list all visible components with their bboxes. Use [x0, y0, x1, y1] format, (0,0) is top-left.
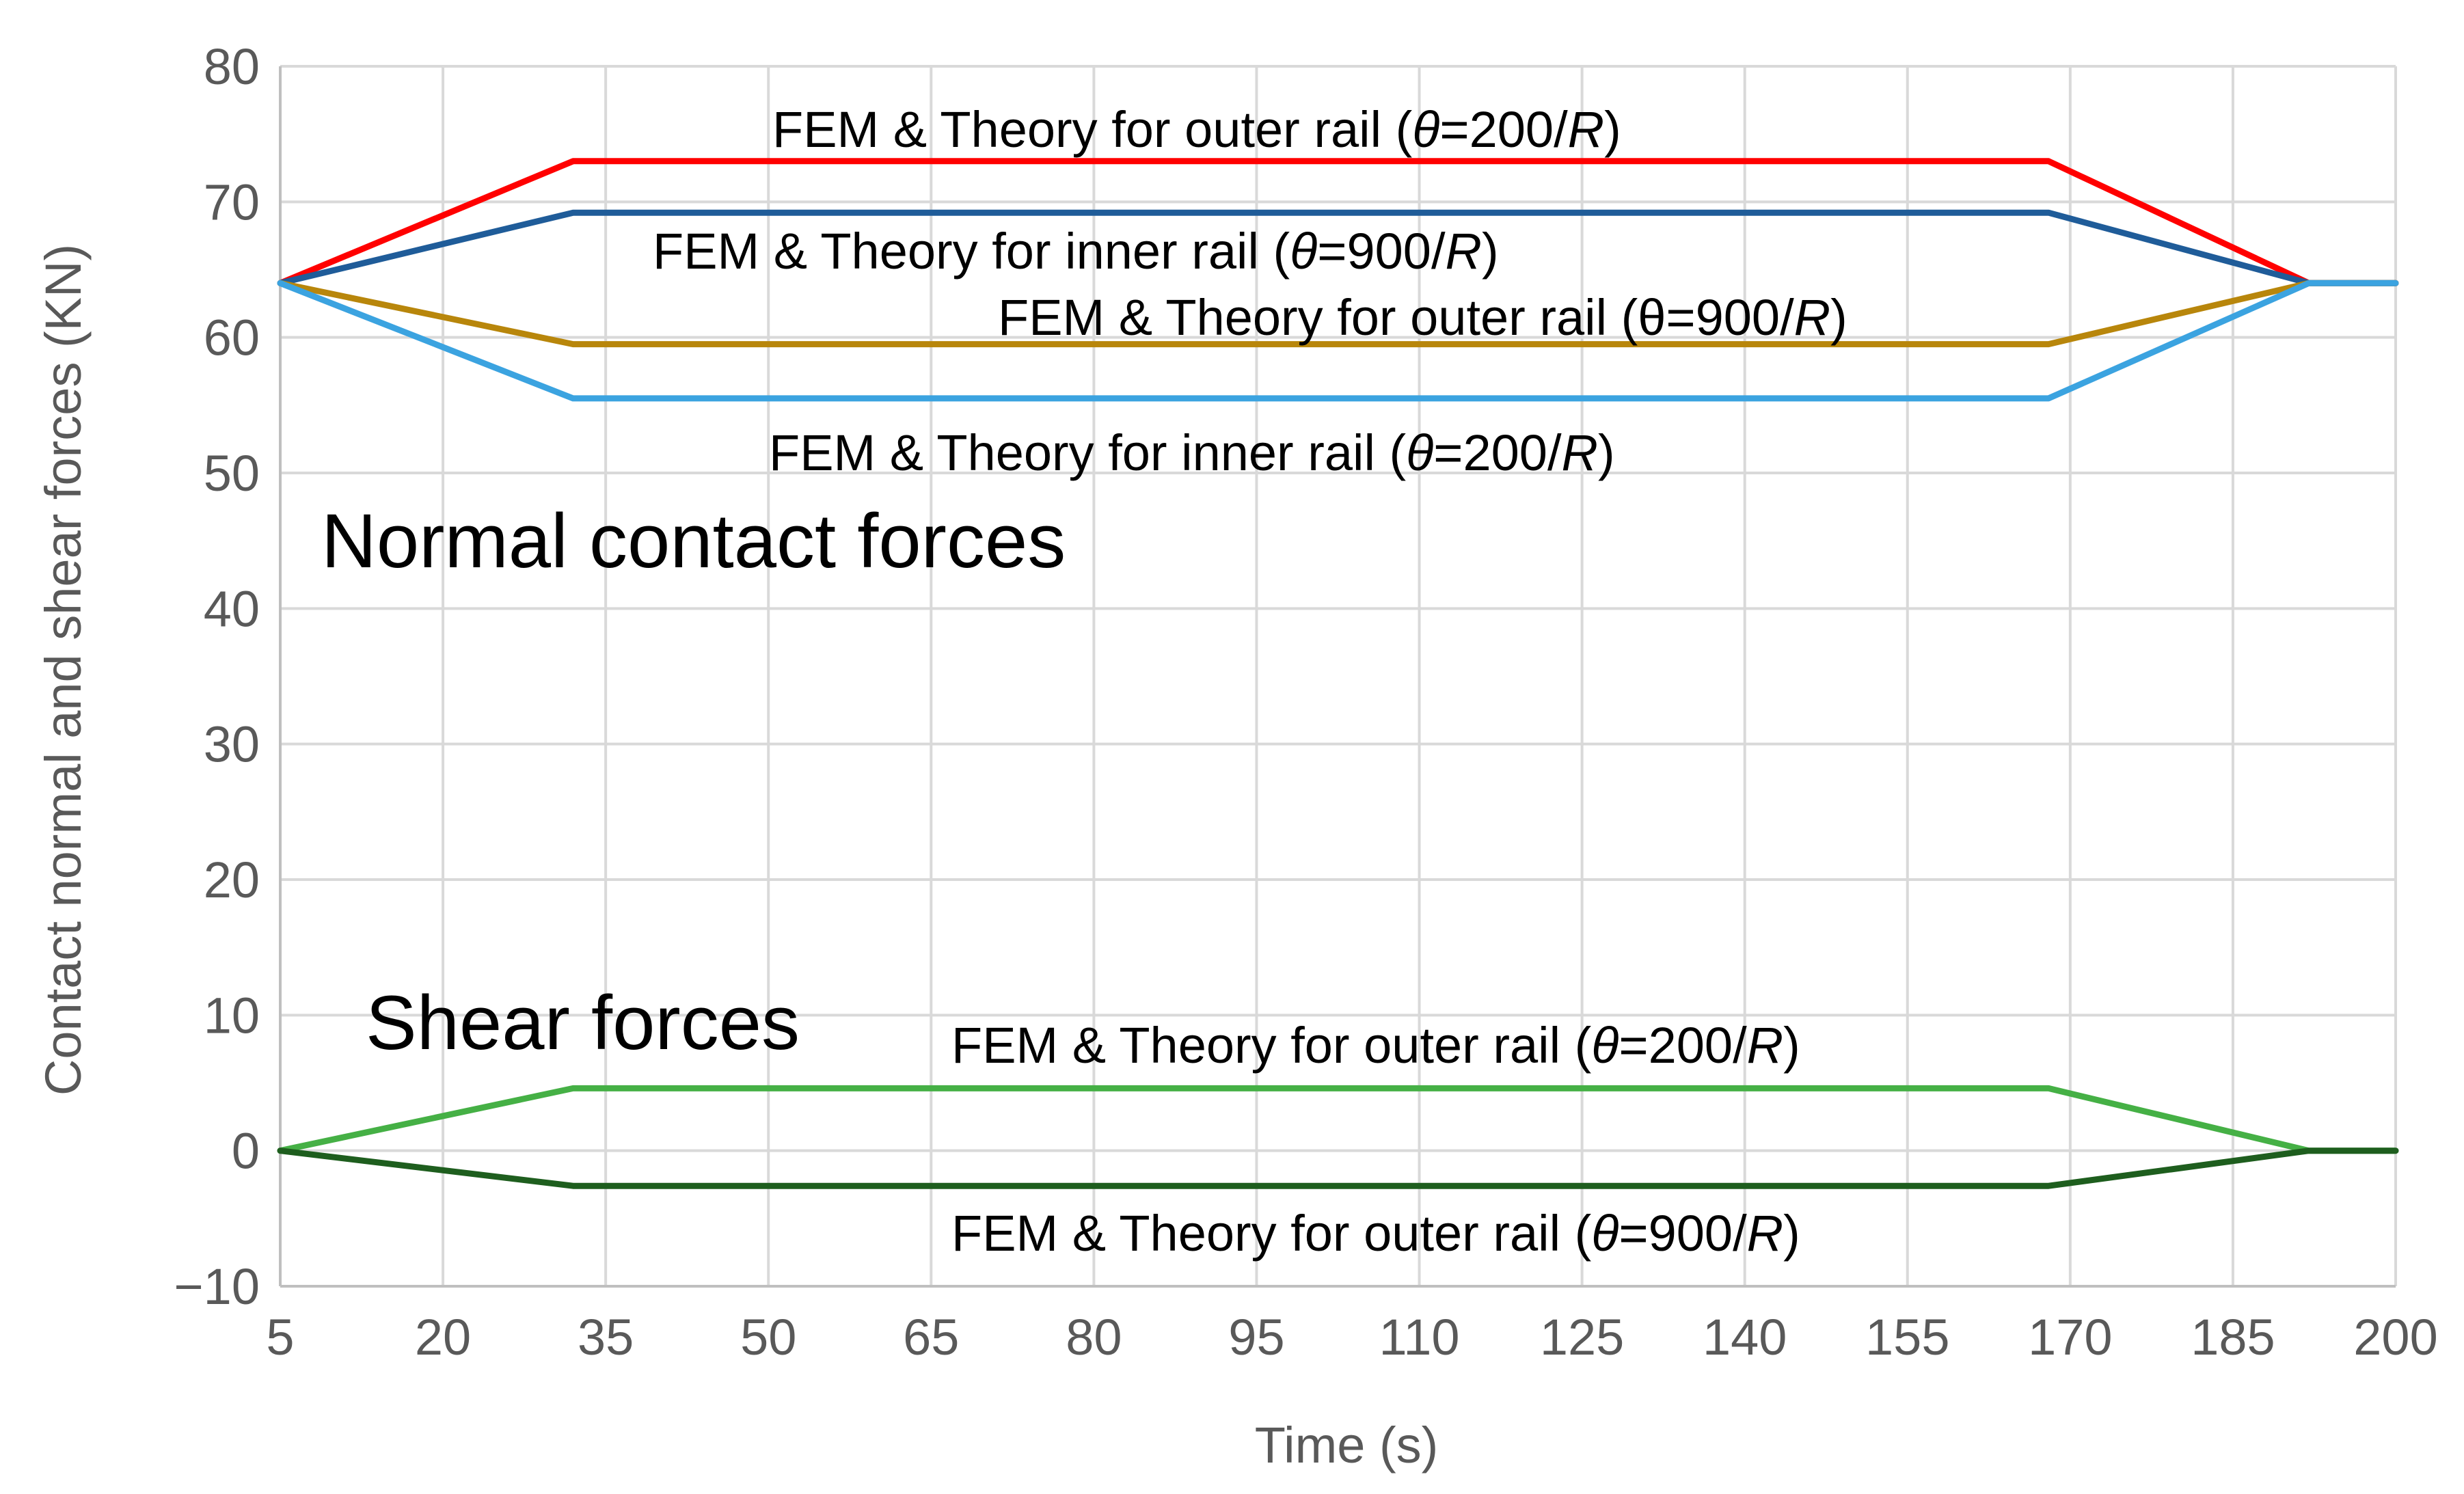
annotation-value: =900/ — [1666, 289, 1794, 346]
series-lines — [277, 158, 2399, 1189]
x-tick-label: 20 — [415, 1309, 471, 1366]
annotation-value: =900/ — [1619, 1205, 1747, 1262]
annotation-value: =900/ — [1317, 223, 1446, 280]
annotation-theta: θ — [1406, 424, 1433, 481]
x-tick-label: 140 — [1703, 1309, 1787, 1366]
annotation-value: =200/ — [1619, 1017, 1747, 1074]
annotation-prefix: FEM & Theory for outer rail ( — [772, 101, 1413, 158]
annotation-r: R — [1747, 1205, 1783, 1262]
annotation-theta: θ — [1412, 101, 1439, 158]
group-label-shear: Shear forces — [366, 980, 800, 1065]
annotation-theta: θ — [1638, 289, 1666, 346]
annotation-prefix: FEM & Theory for outer rail ( — [951, 1205, 1592, 1262]
x-tick-label: 50 — [740, 1309, 796, 1366]
annotation-theta: θ — [1591, 1017, 1619, 1074]
x-tick-label: 185 — [2191, 1309, 2275, 1366]
tick-labels: −10 0 10 20 30 40 50 60 70 80 5 20 35 50 65 80 95 110 125 1… — [174, 38, 2437, 1366]
x-tick-label: 35 — [578, 1309, 634, 1366]
series-line — [277, 1147, 2399, 1189]
annotation-theta: θ — [1290, 223, 1317, 280]
annotation-shear-outer-rail-900: FEM & Theory for outer rail (θ=900/R) — [951, 1205, 1800, 1262]
y-tick-label: 30 — [204, 716, 260, 773]
x-tick-label: 200 — [2353, 1309, 2437, 1366]
annotation-outer-rail-900: FEM & Theory for outer rail (θ=900/R) — [998, 289, 1847, 346]
annotation-prefix: FEM & Theory for inner rail ( — [769, 424, 1406, 481]
annotation-suffix: ) — [1830, 289, 1847, 346]
annotation-r: R — [1747, 1017, 1783, 1074]
x-tick-label: 80 — [1066, 1309, 1122, 1366]
annotation-suffix: ) — [1783, 1205, 1800, 1262]
y-tick-label: 60 — [204, 310, 260, 366]
y-tick-label: −10 — [174, 1258, 260, 1315]
annotation-outer-rail-200: FEM & Theory for outer rail (θ=200/R) — [772, 101, 1621, 158]
annotation-suffix: ) — [1604, 101, 1621, 158]
x-tick-label: 170 — [2028, 1309, 2112, 1366]
x-tick-label: 95 — [1228, 1309, 1284, 1366]
annotation-r: R — [1794, 289, 1830, 346]
y-tick-label: 50 — [204, 445, 260, 502]
axes — [279, 66, 2396, 1288]
y-tick-label: 70 — [204, 174, 260, 230]
y-tick-label: 40 — [204, 580, 260, 637]
annotation-value: =200/ — [1439, 101, 1568, 158]
annotation-suffix: ) — [1482, 223, 1499, 280]
annotation-value: =200/ — [1433, 424, 1562, 481]
annotation-inner-rail-900: FEM & Theory for inner rail (θ=900/R) — [653, 223, 1499, 280]
group-label-normal: Normal contact forces — [321, 498, 1066, 584]
annotation-r: R — [1562, 424, 1598, 481]
annotation-inner-rail-200: FEM & Theory for inner rail (θ=200/R) — [769, 424, 1615, 481]
y-tick-label: 10 — [204, 987, 260, 1044]
annotation-prefix: FEM & Theory for outer rail ( — [998, 289, 1638, 346]
series-line — [277, 1085, 2399, 1154]
annotation-prefix: FEM & Theory for inner rail ( — [653, 223, 1290, 280]
y-tick-label: 20 — [204, 852, 260, 908]
x-tick-label: 65 — [903, 1309, 959, 1366]
x-axis-title: Time (s) — [1255, 1417, 1439, 1473]
x-tick-label: 5 — [266, 1309, 294, 1366]
y-tick-label: 0 — [232, 1123, 260, 1180]
y-axis-title: Contact normal and shear forces (KN) — [35, 244, 92, 1096]
annotation-r: R — [1446, 223, 1482, 280]
x-tick-label: 110 — [1379, 1309, 1460, 1366]
annotation-theta: θ — [1591, 1205, 1619, 1262]
y-tick-label: 80 — [204, 38, 260, 95]
annotation-suffix: ) — [1783, 1017, 1800, 1074]
series-line — [277, 280, 2399, 402]
annotation-prefix: FEM & Theory for outer rail ( — [951, 1017, 1592, 1074]
annotation-suffix: ) — [1598, 424, 1615, 481]
annotation-shear-outer-rail-200: FEM & Theory for outer rail (θ=200/R) — [951, 1017, 1800, 1074]
annotation-r: R — [1568, 101, 1604, 158]
x-tick-label: 155 — [1865, 1309, 1949, 1366]
x-tick-label: 125 — [1540, 1309, 1624, 1366]
